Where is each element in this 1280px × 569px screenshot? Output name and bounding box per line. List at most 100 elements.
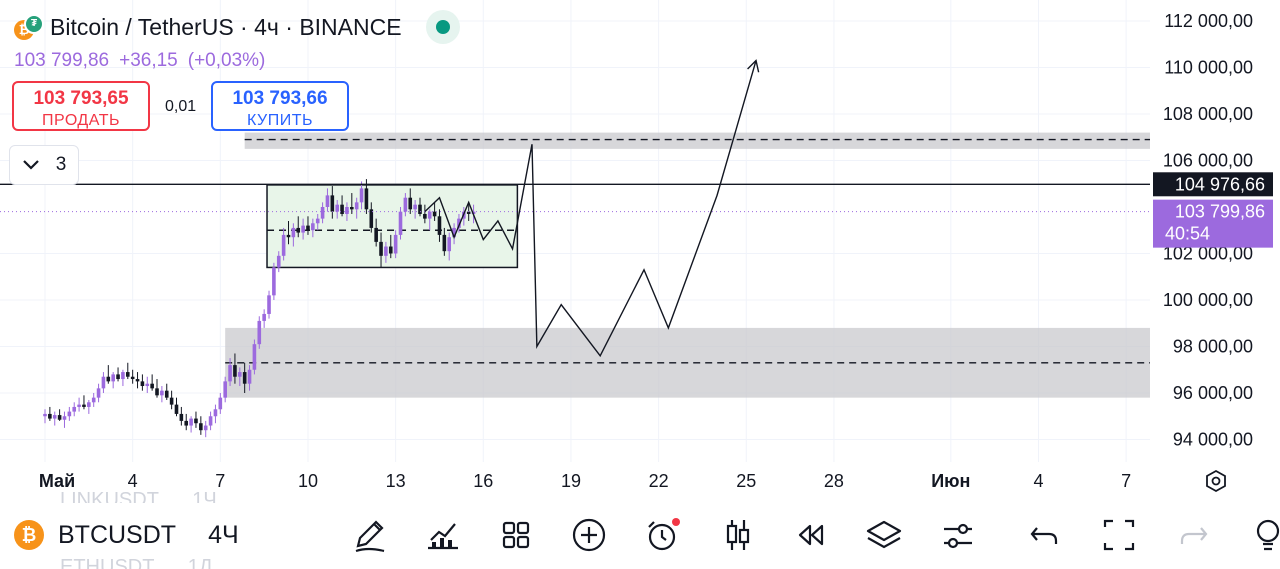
buy-button[interactable]: 103 793,66 КУПИТЬ [211, 81, 349, 131]
chart-settings-icon[interactable] [1206, 469, 1226, 493]
candle-body [432, 211, 437, 217]
candle-body [174, 404, 179, 414]
indicators-button[interactable] [423, 514, 463, 556]
undo-icon [1030, 527, 1058, 544]
candle-body [311, 223, 315, 231]
candle-body [96, 388, 101, 398]
undo-button[interactable] [1025, 514, 1065, 556]
object-tree-button[interactable] [864, 514, 904, 556]
candle-body [393, 234, 398, 254]
candle-body [106, 376, 111, 382]
candle-body [291, 227, 296, 238]
gear-outline [1206, 469, 1226, 493]
candle-body [252, 344, 257, 370]
indicators-count: 3 [55, 154, 67, 175]
y-tick-label: 100 000,00 [1163, 290, 1253, 310]
gear-center [1211, 476, 1221, 486]
bitcoin-icon: ₿ [14, 520, 44, 550]
candle-body [145, 383, 150, 387]
candle-body [340, 204, 344, 214]
candle-body [442, 234, 447, 252]
candle-body [233, 365, 237, 377]
candle-body [384, 246, 388, 256]
candle-body [301, 225, 305, 233]
ideas-button[interactable] [1246, 514, 1280, 556]
candle-body [218, 397, 223, 410]
symbol-header[interactable]: ₿ ₮ Bitcoin / TetherUS · 4ч · BINANCE [14, 10, 460, 44]
candle-body [164, 390, 169, 398]
horizontal-line-price-tag [1153, 172, 1273, 197]
candle-body [403, 197, 408, 212]
toolbar-symbol: BTCUSDT [58, 520, 177, 549]
chart-type-button[interactable] [718, 514, 758, 556]
indicators-collapse-button[interactable]: 3 [9, 145, 79, 185]
indicators-chart-icon [428, 523, 458, 550]
candle-body [179, 413, 184, 421]
toolbar-interval[interactable]: 4Ч [208, 520, 239, 549]
candle-body [359, 188, 364, 203]
candle-body [87, 402, 91, 407]
layout-button[interactable] [496, 514, 536, 556]
candle-body [238, 372, 242, 377]
sell-button[interactable]: 103 793,65 ПРОДАТЬ [12, 81, 150, 131]
candle-body [199, 423, 203, 431]
buy-label: КУПИТЬ [247, 112, 313, 129]
fullscreen-button[interactable] [1099, 514, 1139, 556]
candle-body [272, 267, 276, 296]
candle-body [160, 390, 164, 396]
candle-body [111, 374, 115, 382]
bottom-toolbar [0, 500, 1280, 569]
alerts-button[interactable] [642, 514, 682, 556]
candle-body [418, 204, 422, 214]
lightbulb-icon [1256, 519, 1280, 551]
add-button[interactable] [569, 514, 609, 556]
ghost-symbol-below: ETHUSDT [60, 556, 155, 569]
x-tick-label: 28 [824, 471, 844, 491]
ghost-symbol-above: LINKUSDT [60, 489, 159, 503]
y-tick-label: 96 000,00 [1173, 383, 1253, 403]
candle-body [121, 372, 125, 380]
x-tick-label: 7 [215, 471, 225, 491]
replay-button[interactable] [790, 514, 830, 556]
draw-tool-button[interactable] [350, 514, 390, 556]
x-tick-label: Июн [931, 471, 970, 491]
candle-body [242, 372, 247, 384]
candle-body [276, 255, 281, 268]
pencil-icon [355, 520, 385, 553]
candle-body [286, 234, 291, 238]
rewind-icon [798, 524, 824, 546]
redo-button[interactable] [1173, 514, 1213, 556]
candle-body [150, 383, 154, 389]
candle-body [52, 415, 57, 419]
redo-icon [1180, 527, 1208, 544]
chevron-down-icon [22, 160, 39, 170]
x-tick-label: Май [39, 471, 75, 491]
candle-body [306, 225, 310, 231]
candle-body [325, 195, 330, 207]
layers-icon [866, 520, 902, 549]
sell-label: ПРОДАТЬ [42, 112, 120, 129]
candle-body [67, 411, 72, 417]
y-tick-label: 102 000,00 [1163, 244, 1253, 264]
symbol-title: Bitcoin / TetherUS · 4ч · BINANCE [50, 13, 402, 40]
price-chart[interactable]: 112 000,00 110 000,00 108 000,00 106 000,00… [0, 0, 1280, 500]
price-quote: 103 799,86 +36,15 (+0,03%) [14, 50, 275, 72]
sliders-icon [944, 523, 972, 549]
candle-body [262, 313, 266, 321]
candle-body [135, 379, 140, 382]
candle-body [184, 420, 189, 426]
candle-body [369, 209, 374, 228]
candle-body [189, 418, 193, 426]
x-tick-label: 25 [736, 471, 756, 491]
candle-body [91, 397, 96, 403]
y-tick-label: 110 000,00 [1164, 58, 1253, 78]
symbol-selector[interactable]: ₿ BTCUSDT 4Ч [14, 520, 239, 550]
projection-path [424, 60, 757, 358]
horizontal-line-price-label: 104 976,66 [1175, 174, 1265, 194]
x-tick-label: 10 [298, 471, 318, 491]
candle-body [413, 204, 417, 210]
candle-body [471, 211, 476, 214]
candle-body [223, 381, 227, 398]
settings-button[interactable] [938, 514, 978, 556]
grid-layout-icon [502, 521, 530, 549]
